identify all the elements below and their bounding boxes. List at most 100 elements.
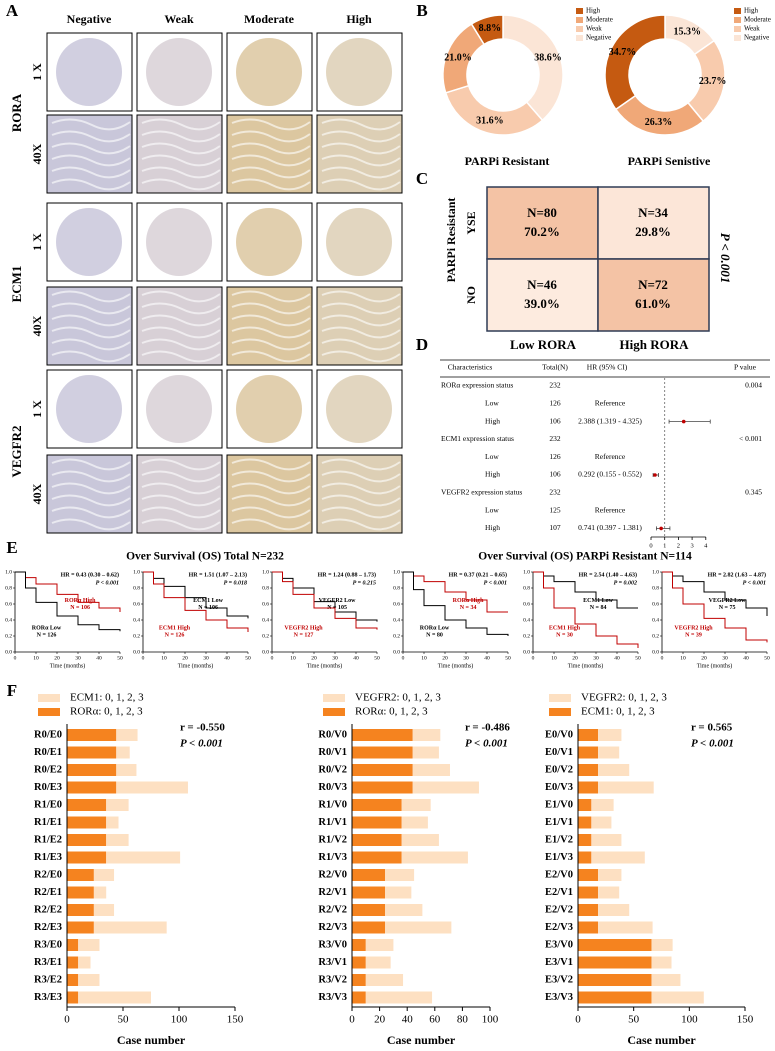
row-marker: VEGFR2: [9, 426, 24, 478]
tick-label: 30: [593, 655, 599, 661]
tissue-texture: [51, 142, 131, 155]
tissue-texture: [141, 302, 221, 315]
tick-label: 10: [33, 655, 39, 661]
bar: [93, 886, 107, 899]
p-text: P < 0.001: [484, 580, 507, 586]
tissue-texture: [51, 314, 131, 327]
bar: [401, 799, 431, 811]
hr-point: [681, 419, 686, 424]
category-label: R0/V0: [318, 729, 347, 740]
tick-label: 0.4: [262, 617, 269, 623]
hr-text: HR = 1.24 (0.88 – 1.73): [318, 571, 376, 578]
tick-label: 10: [161, 655, 167, 661]
tick-label: 20: [311, 655, 317, 661]
tissue-texture: [141, 482, 221, 495]
series-n: N = 126: [165, 632, 185, 638]
column-header: High: [346, 12, 372, 26]
hr-text: HR = 2.54 (1.40 – 4.63): [579, 571, 637, 578]
tissue-texture: [321, 178, 401, 191]
bar: [352, 869, 386, 881]
tissue-texture: [51, 518, 131, 531]
tick-label: 0: [532, 655, 535, 661]
bar: [598, 904, 630, 916]
bar: [67, 921, 94, 934]
tick-label: 0.0: [262, 649, 269, 655]
p-text: P < 0.001: [96, 580, 119, 586]
tick-label: 40: [484, 655, 490, 661]
tissue-texture: [321, 142, 401, 155]
category-label: R1/V3: [318, 852, 347, 863]
bar: [365, 939, 394, 951]
tissue-texture: [231, 314, 311, 327]
tick-label: 30: [463, 655, 469, 661]
tissue-texture: [141, 166, 221, 179]
legend-label: High: [586, 7, 601, 15]
tick-label: 0.0: [133, 649, 140, 655]
bar: [352, 991, 366, 1004]
bar: [578, 834, 592, 846]
survival-curve: [143, 571, 249, 619]
total: 125: [549, 505, 561, 514]
tick-label: 50: [117, 655, 123, 661]
survival-curve: [272, 571, 378, 630]
legend-label: High: [744, 7, 759, 15]
tick-label: 0: [402, 655, 405, 661]
tick-label: 0.2: [393, 633, 400, 639]
bar: [78, 956, 91, 969]
p-text: P = 0.002: [614, 580, 637, 586]
series-n: N = 75: [719, 605, 736, 611]
tick-label: 0.0: [523, 649, 530, 655]
bar: [67, 764, 117, 776]
category-label: R1/V2: [318, 834, 347, 845]
hr-label: 2.388 (1.319 - 4.325): [578, 416, 642, 425]
bar: [598, 729, 622, 741]
tick-label: 40: [224, 655, 230, 661]
bar: [106, 834, 129, 846]
row-label: YSE: [464, 211, 478, 234]
column-header: Moderate: [244, 12, 295, 26]
series-n: N = 84: [590, 605, 607, 611]
tissue-texture: [51, 506, 131, 519]
tissue-core: [146, 208, 212, 276]
tissue-texture: [321, 506, 401, 519]
tissue-texture: [141, 350, 221, 363]
series-n: N = 106: [198, 605, 218, 611]
bar: [385, 886, 412, 899]
bar: [412, 764, 450, 776]
bar: [352, 974, 366, 986]
category-label: R3/E0: [34, 939, 62, 950]
row-label: NO: [464, 286, 478, 304]
magnification: 1 X: [30, 233, 44, 251]
total: 107: [549, 523, 561, 532]
cell-percent: 61.0%: [635, 296, 671, 311]
p-text: P < 0.001: [180, 738, 223, 750]
p-value: 0.345: [745, 488, 762, 497]
bar: [352, 939, 366, 951]
bar: [67, 904, 94, 916]
bar: [578, 869, 599, 881]
bar: [78, 991, 151, 1004]
category-label: R3/E1: [34, 957, 62, 968]
axis-label: Case number: [117, 1033, 186, 1047]
legend-label: VEGFR2: 0, 1, 2, 3: [355, 692, 441, 704]
row-marker: ECM1: [9, 266, 24, 303]
tick-label: 0.6: [652, 601, 659, 607]
tick-label: 30: [722, 655, 728, 661]
category-label: R3/V1: [318, 957, 347, 968]
legend-swatch: [323, 694, 345, 702]
row-label: VEGFR2 expression status: [441, 488, 522, 497]
tick-label: 0.6: [393, 601, 400, 607]
tissue-texture: [141, 326, 221, 339]
bar: [598, 746, 620, 759]
series-n: N = 127: [294, 632, 314, 638]
total: 232: [549, 488, 561, 497]
category-label: R2/V1: [318, 887, 347, 898]
bar: [67, 869, 94, 881]
axis-label: Time (months): [50, 662, 86, 669]
bar: [116, 746, 130, 759]
bar: [651, 991, 704, 1004]
value-label: 26.3%: [645, 117, 673, 128]
tissue-texture: [321, 518, 401, 531]
legend-swatch: [38, 694, 60, 702]
